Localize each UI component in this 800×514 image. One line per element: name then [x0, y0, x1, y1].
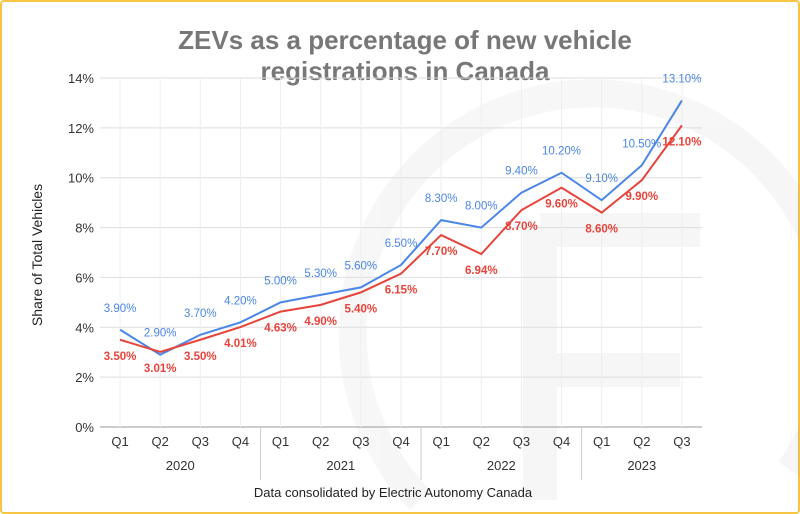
x-tick-label: Q4 — [232, 434, 249, 449]
x-tick-label: Q2 — [312, 434, 329, 449]
data-label-series-1: 2.90% — [144, 328, 177, 340]
x-year-label: 2022 — [487, 458, 516, 473]
x-tick-label: Q3 — [513, 434, 530, 449]
y-tick-label: 8% — [75, 221, 94, 236]
data-label-series-1: 5.60% — [345, 260, 378, 272]
data-label-series-2: 3.50% — [104, 351, 137, 363]
x-tick-label: Q4 — [553, 434, 570, 449]
y-tick-label: 14% — [68, 71, 94, 86]
x-tick-label: Q4 — [392, 434, 409, 449]
x-tick-label: Q1 — [272, 434, 289, 449]
chart-title-line-2: registrations in Canada — [261, 56, 550, 86]
data-label-series-1: 5.00% — [264, 275, 297, 287]
data-label-series-2: 3.50% — [184, 351, 217, 363]
data-label-series-1: 13.10% — [662, 73, 701, 85]
data-label-series-2: 5.40% — [345, 303, 378, 315]
data-label-series-2: 6.15% — [385, 285, 418, 297]
x-year-label: 2021 — [326, 458, 355, 473]
y-axis-label: Share of Total Vehicles — [29, 184, 45, 326]
data-label-series-2: 7.70% — [425, 246, 458, 258]
data-label-series-2: 12.10% — [662, 136, 701, 148]
chart-footer: Data consolidated by Electric Autonomy C… — [254, 485, 533, 500]
series-line-2 — [119, 124, 683, 354]
x-tick-label: Q1 — [432, 434, 449, 449]
y-tick-label: 4% — [75, 320, 94, 335]
data-label-series-2: 4.01% — [224, 338, 257, 350]
data-label-series-1: 9.10% — [585, 173, 618, 185]
data-label-series-2: 8.70% — [505, 221, 538, 233]
x-tick-label: Q3 — [192, 434, 209, 449]
x-year-label: 2023 — [627, 458, 656, 473]
series-line-1 — [119, 99, 683, 356]
x-tick-label: Q2 — [152, 434, 169, 449]
x-tick-label: Q2 — [633, 434, 650, 449]
y-tick-label: 6% — [75, 270, 94, 285]
data-label-series-2: 6.94% — [465, 265, 498, 277]
x-year-label: 2020 — [166, 458, 195, 473]
x-tick-label: Q1 — [111, 434, 128, 449]
data-label-series-2: 4.90% — [304, 316, 337, 328]
data-label-series-2: 3.01% — [144, 363, 177, 375]
data-label-series-1: 10.20% — [542, 146, 581, 158]
data-label-series-1: 5.30% — [304, 268, 337, 280]
y-tick-label: 10% — [68, 171, 94, 186]
data-label-series-1: 10.50% — [622, 138, 661, 150]
x-tick-label: Q3 — [673, 434, 690, 449]
y-tick-label: 0% — [75, 420, 94, 435]
data-label-series-1: 3.70% — [184, 308, 217, 320]
x-tick-label: Q1 — [593, 434, 610, 449]
y-tick-label: 12% — [68, 121, 94, 136]
data-label-series-1: 9.40% — [505, 166, 538, 178]
chart-title-line-1: ZEVs as a percentage of new vehicle — [178, 25, 632, 55]
data-label-series-2: 9.60% — [545, 199, 578, 211]
data-label-series-1: 8.30% — [425, 193, 458, 205]
data-label-series-2: 8.60% — [585, 224, 618, 236]
data-label-series-1: 8.00% — [465, 201, 498, 213]
x-tick-label: Q2 — [473, 434, 490, 449]
data-label-series-2: 9.90% — [625, 191, 658, 203]
y-tick-label: 2% — [75, 370, 94, 385]
x-tick-label: Q3 — [352, 434, 369, 449]
data-label-series-1: 4.20% — [224, 295, 257, 307]
data-label-series-1: 3.90% — [104, 303, 137, 315]
watermark-logo — [338, 79, 800, 510]
data-label-series-2: 4.63% — [264, 323, 297, 335]
data-label-series-1: 6.50% — [385, 238, 418, 250]
